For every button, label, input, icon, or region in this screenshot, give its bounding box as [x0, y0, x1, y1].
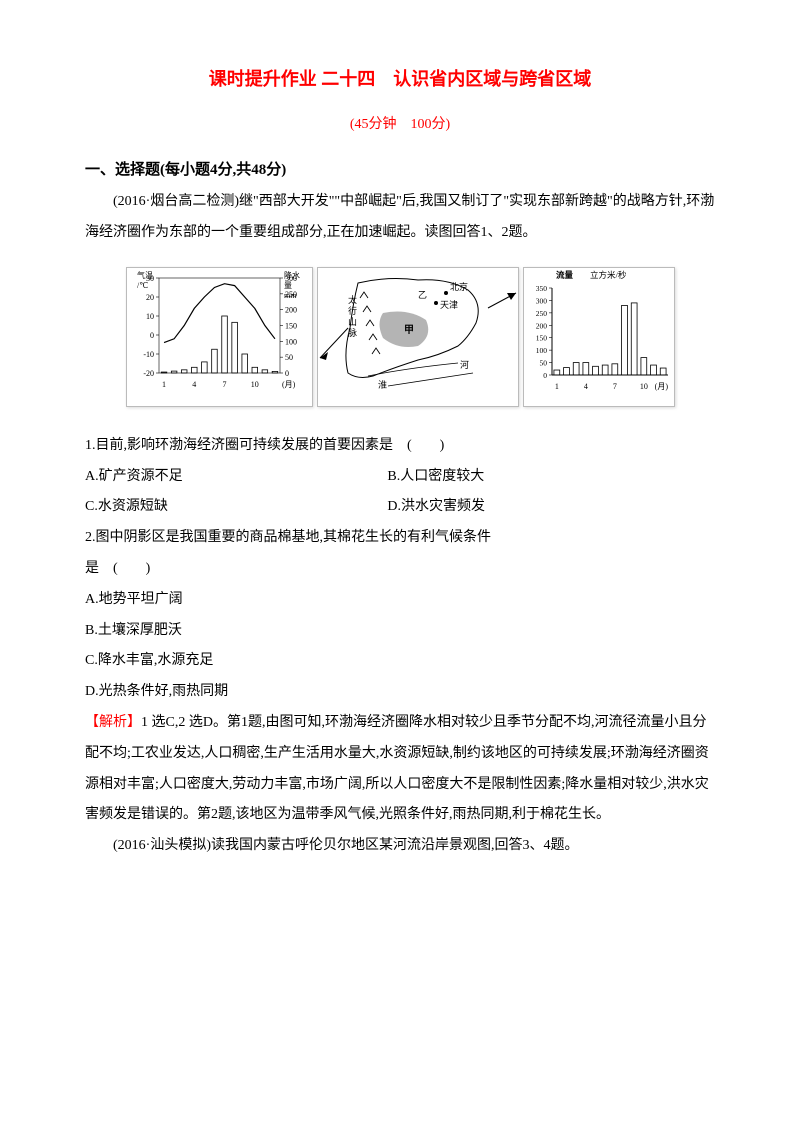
svg-text:1: 1 [162, 380, 166, 389]
svg-text:mm: mm [284, 291, 297, 300]
svg-text:立方米/秒: 立方米/秒 [590, 270, 627, 280]
q1-options-row1: A.矿产资源不足 B.人口密度较大 [85, 462, 715, 493]
svg-text:降水: 降水 [284, 270, 300, 280]
analysis-label: 【解析】 [85, 715, 141, 730]
svg-text:天津: 天津 [440, 300, 458, 310]
svg-text:20: 20 [146, 293, 154, 302]
svg-text:脉: 脉 [348, 327, 357, 338]
page-subtitle: (45分钟 100分) [85, 110, 715, 141]
svg-text:300: 300 [535, 296, 547, 305]
q1-stem: 1.目前,影响环渤海经济圈可持续发展的首要因素是 ( ) [85, 431, 715, 462]
svg-text:0: 0 [285, 369, 289, 378]
svg-text:0: 0 [543, 371, 547, 380]
intro-paragraph: (2016·烟台高二检测)继"西部大开发""中部崛起"后,我国又制订了"实现东部… [85, 187, 715, 249]
map-diagram: 北京天津甲 乙 太行山脉淮 河 [317, 267, 519, 407]
svg-text:(月): (月) [654, 382, 668, 391]
svg-text:太: 太 [348, 294, 357, 305]
svg-text:4: 4 [192, 380, 196, 389]
svg-text:4: 4 [583, 382, 587, 391]
figure-row: -20-10010203005010015020025030014710(月)气… [85, 267, 715, 407]
svg-text:甲: 甲 [404, 324, 414, 336]
svg-text:(月): (月) [282, 380, 296, 389]
svg-text:北京: 北京 [450, 281, 468, 292]
svg-text:350: 350 [535, 284, 547, 293]
svg-text:行: 行 [348, 305, 357, 316]
svg-text:淮: 淮 [378, 380, 387, 390]
section-header: 一、选择题(每小题4分,共48分) [85, 154, 715, 187]
svg-text:7: 7 [612, 382, 616, 391]
svg-text:200: 200 [285, 306, 297, 315]
q1-options-row2: C.水资源短缺 D.洪水灾害频发 [85, 492, 715, 523]
svg-text:150: 150 [285, 321, 297, 330]
q34-intro: (2016·汕头模拟)读我国内蒙古呼伦贝尔地区某河流沿岸景观图,回答3、4题。 [85, 831, 715, 862]
svg-text:50: 50 [285, 353, 293, 362]
q2-option-b: B.土壤深厚肥沃 [85, 616, 715, 647]
q1-option-d: D.洪水灾害频发 [387, 492, 689, 523]
svg-text:50: 50 [539, 359, 547, 368]
svg-text:1: 1 [554, 382, 558, 391]
page-title: 课时提升作业 二十四 认识省内区域与跨省区域 [85, 60, 715, 100]
climate-chart: -20-10010203005010015020025030014710(月)气… [126, 267, 313, 407]
q2-option-d: D.光热条件好,雨热同期 [85, 677, 715, 708]
svg-text:10: 10 [639, 382, 647, 391]
svg-text:0: 0 [150, 331, 154, 340]
svg-text:10: 10 [146, 312, 154, 321]
svg-text:10: 10 [250, 380, 258, 389]
svg-text:100: 100 [285, 337, 297, 346]
svg-text:7: 7 [222, 380, 226, 389]
q1-option-b: B.人口密度较大 [387, 462, 689, 493]
q2-option-a: A.地势平坦广阔 [85, 585, 715, 616]
svg-text:山: 山 [348, 317, 357, 327]
svg-text:流量: 流量 [556, 270, 574, 280]
svg-text:100: 100 [535, 346, 547, 355]
analysis-body: 1 选C,2 选D。第1题,由图可知,环渤海经济圈降水相对较少且季节分配不均,河… [85, 715, 709, 822]
svg-text:200: 200 [535, 321, 547, 330]
q2-stem: 2.图中阴影区是我国重要的商品棉基地,其棉花生长的有利气候条件 [85, 523, 715, 554]
analysis-paragraph: 【解析】1 选C,2 选D。第1题,由图可知,环渤海经济圈降水相对较少且季节分配… [85, 708, 715, 831]
svg-text:乙: 乙 [418, 290, 427, 300]
svg-text:150: 150 [535, 334, 547, 343]
svg-text:-20: -20 [143, 369, 154, 378]
svg-text:250: 250 [535, 309, 547, 318]
q1-option-c: C.水资源短缺 [85, 492, 387, 523]
q1-option-a: A.矿产资源不足 [85, 462, 387, 493]
svg-text:-10: -10 [143, 350, 154, 359]
svg-text:河: 河 [460, 359, 469, 370]
q2-option-c: C.降水丰富,水源充足 [85, 646, 715, 677]
svg-text:/℃: /℃ [137, 281, 148, 290]
svg-text:量: 量 [284, 281, 292, 290]
q2-stem-cont: 是 ( ) [85, 554, 715, 585]
flow-chart: 0 50 100 150 200 250 300 350 1 4 7 10 (月) 流量 立方米/秒 [523, 267, 675, 407]
svg-text:气温: 气温 [137, 270, 153, 280]
